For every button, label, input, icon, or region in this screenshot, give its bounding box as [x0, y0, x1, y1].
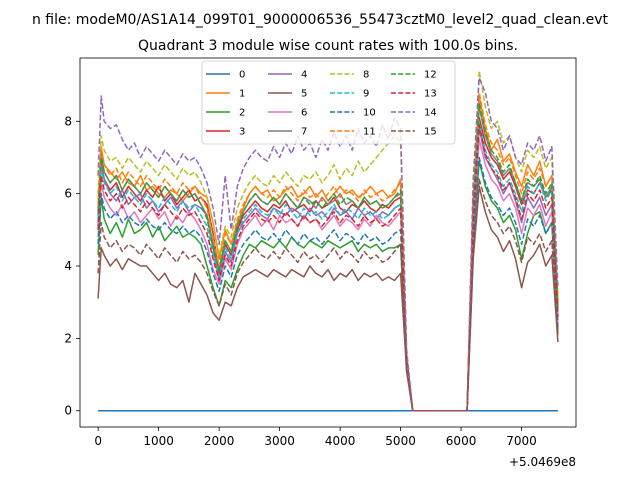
legend-label-1: 1 [239, 89, 245, 100]
legend-label-0: 0 [239, 70, 245, 81]
series-line-15 [97, 178, 559, 412]
legend-label-14: 14 [424, 108, 437, 119]
series-line-8 [97, 69, 559, 412]
legend-label-15: 15 [424, 127, 437, 138]
series-line-13 [97, 124, 559, 412]
series-line-3 [97, 116, 559, 412]
x-offset-label: +5.0469e8 [509, 455, 576, 469]
x-tick-label: 5000 [385, 434, 416, 448]
legend-label-9: 9 [363, 89, 369, 100]
legend-label-5: 5 [301, 89, 307, 100]
legend-label-3: 3 [239, 127, 245, 138]
series-line-10 [97, 156, 559, 412]
series-line-9 [97, 120, 559, 412]
legend-label-6: 6 [301, 108, 307, 119]
series-line-12 [97, 102, 559, 412]
figure-suptitle: n file: modeM0/AS1A14_099T01_9000006536_… [32, 12, 609, 28]
y-axis: 0 2 4 6 8 [64, 114, 80, 418]
y-tick-label: 2 [64, 331, 72, 345]
x-tick-label: 3000 [264, 434, 295, 448]
y-tick-label: 4 [64, 259, 72, 273]
x-tick-label: 6000 [446, 434, 477, 448]
legend-label-13: 13 [424, 89, 437, 100]
series-line-5 [97, 185, 559, 412]
x-tick-label: 7000 [506, 434, 537, 448]
axes-title: Quadrant 3 module wise count rates with … [138, 38, 518, 54]
legend-frame [201, 60, 456, 145]
series-line-2 [97, 160, 559, 412]
x-tick-label: 2000 [204, 434, 235, 448]
plot-frame [79, 57, 577, 428]
legend-label-8: 8 [363, 70, 369, 81]
legend-label-4: 4 [301, 70, 307, 81]
x-tick-label: 1000 [143, 434, 174, 448]
legend-label-10: 10 [363, 108, 376, 119]
legend-label-12: 12 [424, 70, 437, 81]
y-tick-label: 8 [64, 114, 72, 128]
legend-label-7: 7 [301, 127, 307, 138]
y-tick-label: 0 [64, 404, 72, 418]
legend-label-2: 2 [239, 108, 245, 119]
x-axis: 0 1000 2000 3000 4000 5000 6000 7000 [94, 427, 537, 448]
legend-label-11: 11 [363, 127, 376, 138]
series-line-11 [97, 91, 559, 412]
x-tick-label: 4000 [325, 434, 356, 448]
y-tick-label: 6 [64, 187, 72, 201]
x-tick-label: 0 [94, 434, 102, 448]
